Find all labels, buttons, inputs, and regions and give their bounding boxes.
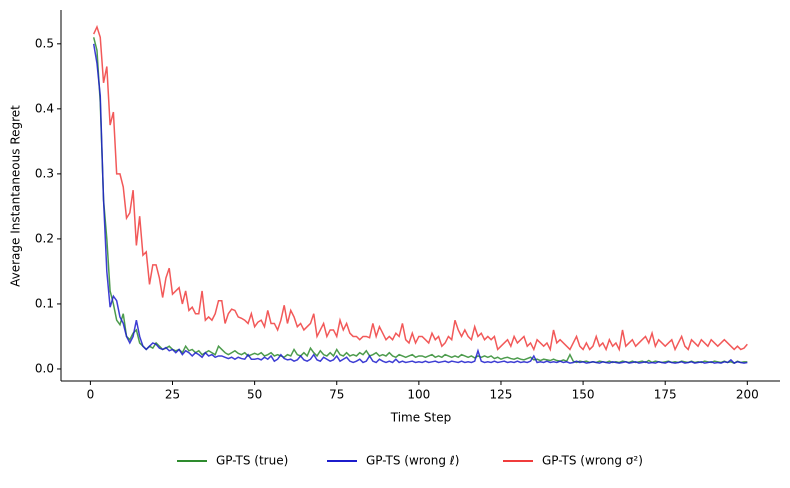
y-tick-label: 0.2 <box>35 231 54 245</box>
series-line <box>92 43 748 364</box>
y-tick-label: 0.3 <box>35 166 54 180</box>
series-line <box>92 37 748 364</box>
x-tick-label: 175 <box>654 388 677 402</box>
x-tick-label: 100 <box>407 388 430 402</box>
y-tick-label: 0.0 <box>35 361 54 375</box>
x-tick-label: 0 <box>87 388 95 402</box>
x-axis-label: Time Step <box>390 411 452 425</box>
legend-label: GP-TS (wrong ℓ) <box>366 454 459 468</box>
series-line <box>92 24 748 352</box>
y-tick-label: 0.5 <box>35 36 54 50</box>
y-tick-label: 0.1 <box>35 296 54 310</box>
legend-label: GP-TS (true) <box>216 454 288 468</box>
y-axis-label: Average Instantaneous Regret <box>9 105 23 287</box>
y-tick-label: 0.4 <box>35 101 54 115</box>
x-tick-label: 25 <box>165 388 180 402</box>
x-tick-label: 200 <box>736 388 759 402</box>
x-tick-label: 75 <box>329 388 344 402</box>
x-tick-label: 125 <box>490 388 513 402</box>
x-tick-label: 50 <box>247 388 262 402</box>
legend-label: GP-TS (wrong σ²) <box>542 454 643 468</box>
x-tick-label: 150 <box>572 388 595 402</box>
